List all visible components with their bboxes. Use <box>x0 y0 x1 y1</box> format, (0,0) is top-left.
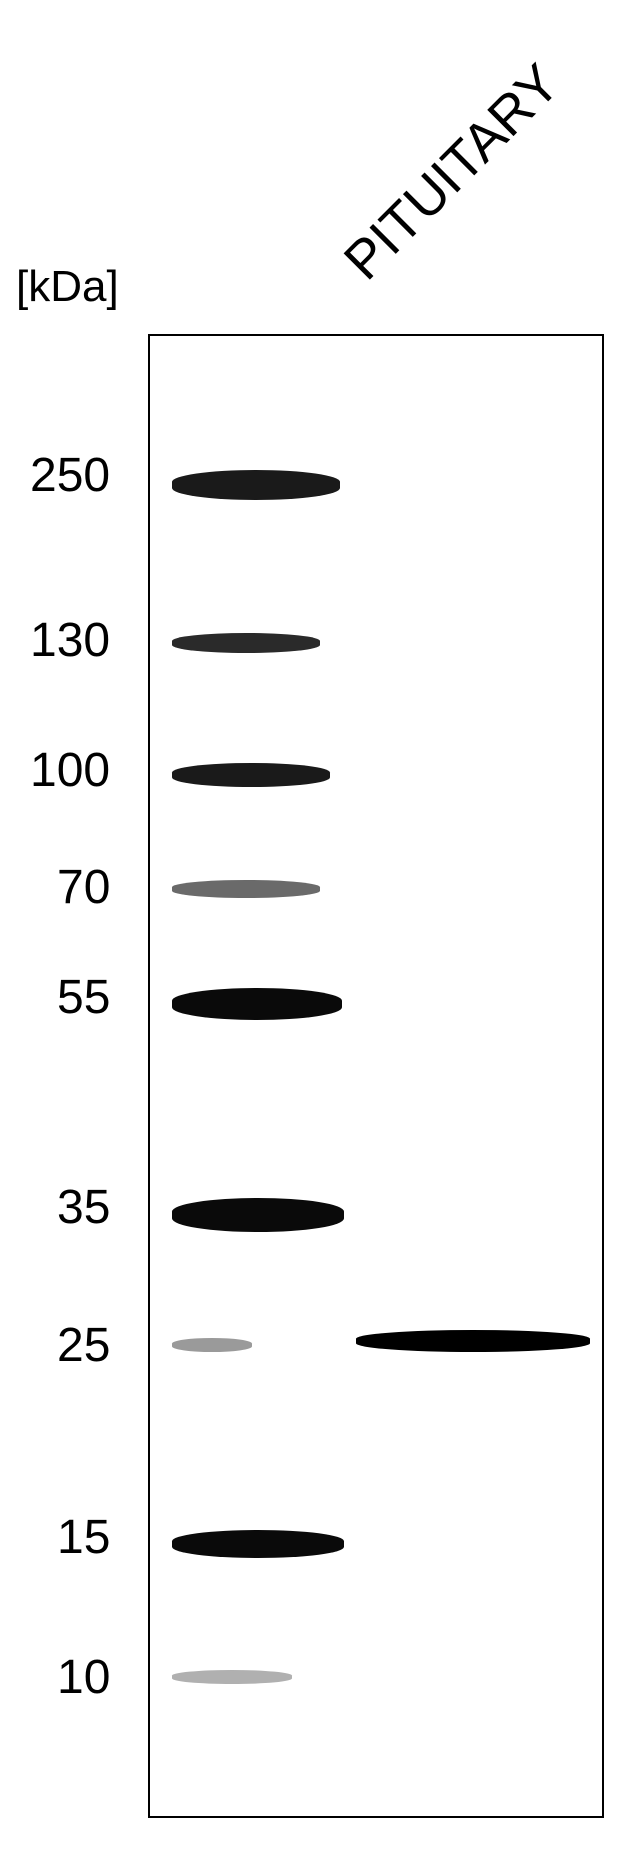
marker-label-25: 25 <box>57 1318 110 1373</box>
marker-band-100 <box>172 763 330 787</box>
sample-band-pituitary <box>356 1330 590 1352</box>
marker-label-250: 250 <box>30 448 110 503</box>
marker-band-130 <box>172 633 320 653</box>
marker-label-70: 70 <box>57 860 110 915</box>
marker-label-55: 55 <box>57 970 110 1025</box>
marker-label-35: 35 <box>57 1180 110 1235</box>
marker-band-55 <box>172 988 342 1020</box>
western-blot-figure: [kDa] PITUITARY 250 130 100 70 55 35 25 … <box>0 0 640 1860</box>
marker-label-15: 15 <box>57 1510 110 1565</box>
y-axis-title: [kDa] <box>16 262 119 312</box>
marker-band-25 <box>172 1338 252 1352</box>
sample-lane-label: PITUITARY <box>332 52 572 292</box>
marker-label-100: 100 <box>30 743 110 798</box>
marker-label-130: 130 <box>30 613 110 668</box>
marker-band-35 <box>172 1198 344 1232</box>
marker-band-15 <box>172 1530 344 1558</box>
marker-band-70 <box>172 880 320 898</box>
marker-band-250 <box>172 470 340 500</box>
marker-label-10: 10 <box>57 1650 110 1705</box>
marker-band-10 <box>172 1670 292 1684</box>
blot-frame <box>148 334 604 1818</box>
